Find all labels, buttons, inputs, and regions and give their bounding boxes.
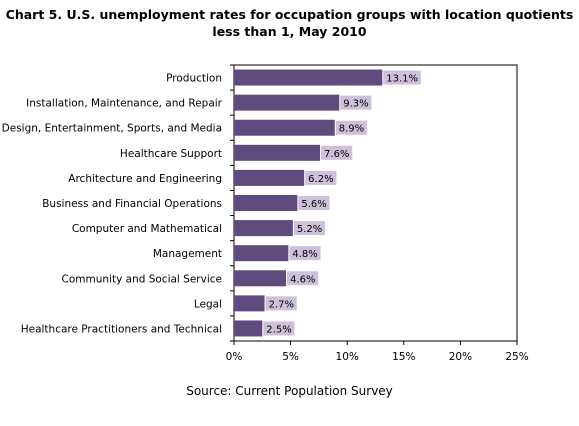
category-label: Computer and Mathematical <box>72 223 222 235</box>
data-label-background <box>287 271 319 286</box>
data-label-background <box>293 221 326 236</box>
x-tick-label: 25% <box>505 351 528 363</box>
category-label: Business and Financial Operations <box>42 198 222 210</box>
data-label-background <box>265 296 297 311</box>
data-label-background <box>383 70 421 85</box>
data-label: 13.1% <box>386 74 418 85</box>
category-label: Management <box>153 248 222 260</box>
category-label: Legal <box>194 298 222 310</box>
data-label: 4.8% <box>292 249 317 260</box>
bar <box>234 220 293 237</box>
data-label: 2.7% <box>269 299 294 310</box>
data-label-background <box>263 321 295 336</box>
category-label: Community and Social Service <box>62 273 222 285</box>
data-label-background <box>335 120 367 135</box>
bar <box>234 270 287 287</box>
bar <box>234 295 265 312</box>
x-tick-label: 15% <box>392 351 415 363</box>
data-label: 7.6% <box>324 149 349 160</box>
data-label: 9.3% <box>343 99 368 110</box>
data-label-background <box>298 196 330 210</box>
chart-title-line-2: less than 1, May 2010 <box>212 24 367 39</box>
source-note: Source: Current Population Survey <box>186 384 393 398</box>
category-label: Architecture and Engineering <box>68 173 222 185</box>
bar <box>234 169 305 186</box>
data-label-background <box>321 145 353 160</box>
chart-title: Chart 5. U.S. unemployment rates for occ… <box>0 6 579 40</box>
data-label: 6.2% <box>308 174 333 185</box>
x-tick-label: 0% <box>226 351 243 363</box>
data-label-background <box>305 170 337 185</box>
bar <box>234 94 340 111</box>
data-label: 4.6% <box>290 274 315 285</box>
data-label-background <box>340 95 372 110</box>
category-label: Healthcare Support <box>120 148 222 160</box>
bar <box>234 119 335 136</box>
x-tick-label: 5% <box>282 351 299 363</box>
bar <box>234 245 289 262</box>
data-label: 5.6% <box>301 199 326 210</box>
x-tick-label: 10% <box>336 351 359 363</box>
data-label: 5.2% <box>297 224 322 235</box>
data-label: 8.9% <box>339 124 364 135</box>
category-label: Healthcare Practitioners and Technical <box>21 323 222 335</box>
data-label-background <box>289 246 321 261</box>
category-label: Production <box>166 73 222 85</box>
data-label: 2.5% <box>266 324 291 335</box>
bar <box>234 69 383 86</box>
bar <box>234 144 321 161</box>
category-label: Installation, Maintenance, and Repair <box>26 98 223 110</box>
x-tick-label: 20% <box>449 351 472 363</box>
category-label: Arts, Design, Entertainment, Sports, and… <box>0 123 222 135</box>
bar <box>234 195 298 211</box>
chart-title-line-1: Chart 5. U.S. unemployment rates for occ… <box>5 7 574 22</box>
bar <box>234 320 263 337</box>
